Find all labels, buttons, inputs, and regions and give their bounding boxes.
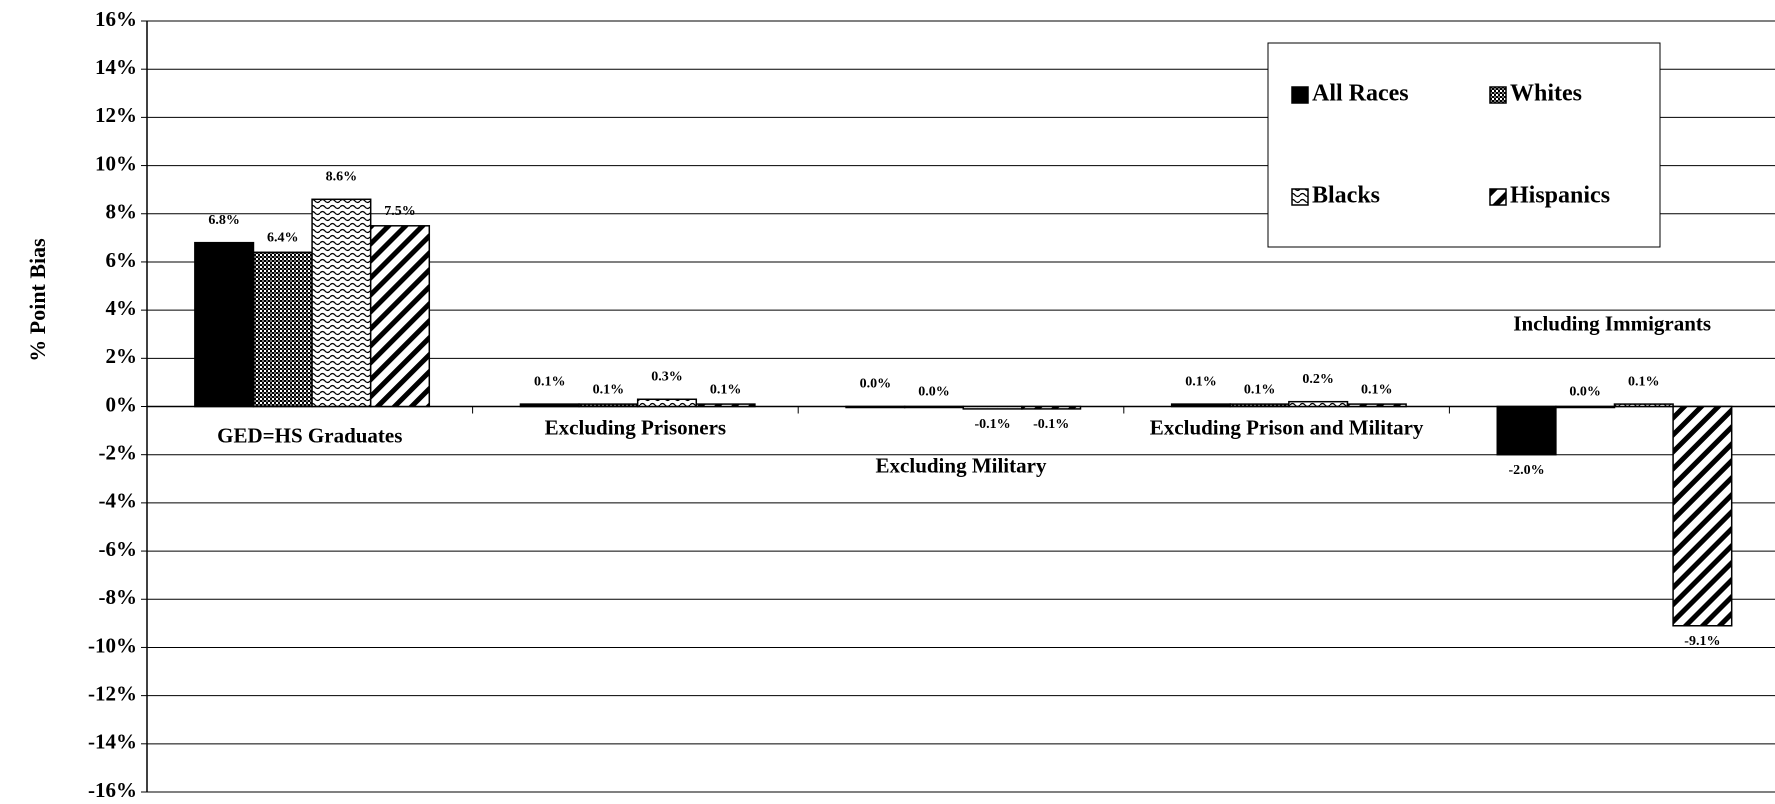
bar bbox=[369, 225, 431, 408]
value-label: 0.1% bbox=[534, 374, 566, 389]
bar bbox=[903, 405, 965, 409]
value-label: 0.3% bbox=[651, 369, 683, 384]
bar bbox=[1229, 403, 1290, 408]
bar bbox=[1496, 405, 1557, 456]
bar bbox=[252, 251, 313, 408]
legend-swatch bbox=[1489, 188, 1507, 206]
legend-box bbox=[1267, 42, 1661, 248]
y-tick-label: -10% bbox=[88, 633, 137, 657]
y-tick-label: 16% bbox=[95, 7, 137, 31]
value-label: 0.2% bbox=[1302, 372, 1334, 387]
y-tick-label: -12% bbox=[88, 681, 137, 705]
value-label: 6.4% bbox=[267, 231, 299, 246]
value-label: 0.1% bbox=[1361, 382, 1393, 397]
y-tick-label: 8% bbox=[106, 200, 138, 224]
bar bbox=[519, 403, 580, 408]
value-label: 0.1% bbox=[710, 382, 742, 397]
x-tick-label: Including Immigrants bbox=[1513, 311, 1711, 335]
value-label: -9.1% bbox=[1684, 634, 1720, 649]
legend-label: Whites bbox=[1510, 81, 1582, 107]
y-tick-label: -6% bbox=[99, 537, 138, 561]
legend-swatch bbox=[1291, 86, 1309, 104]
legend-label: Blacks bbox=[1312, 183, 1380, 209]
y-tick-label: 14% bbox=[95, 55, 137, 79]
value-label: 0.0% bbox=[918, 385, 950, 400]
y-tick-label: -4% bbox=[99, 489, 138, 513]
bar bbox=[962, 405, 1023, 410]
y-tick-label: -16% bbox=[88, 778, 137, 802]
bar bbox=[1170, 403, 1232, 408]
value-label: 0.1% bbox=[593, 382, 625, 397]
bar bbox=[1021, 405, 1082, 410]
y-tick-label: 6% bbox=[106, 248, 138, 272]
y-tick-label: -14% bbox=[88, 730, 137, 754]
bar bbox=[1613, 403, 1674, 408]
y-tick-label: 12% bbox=[95, 103, 137, 127]
x-tick-label: Excluding Military bbox=[876, 453, 1047, 477]
y-tick-label: -8% bbox=[99, 585, 138, 609]
bar bbox=[1672, 405, 1733, 627]
bar bbox=[311, 198, 372, 408]
legend-label: Hispanics bbox=[1510, 183, 1610, 209]
bar bbox=[1288, 400, 1349, 408]
value-label: 0.1% bbox=[1244, 382, 1276, 397]
legend-swatch bbox=[1291, 188, 1309, 206]
bar bbox=[194, 241, 255, 408]
value-label: -0.1% bbox=[974, 417, 1010, 432]
x-tick-label: GED=HS Graduates bbox=[217, 423, 402, 447]
y-axis-title: % Point Bias bbox=[25, 238, 50, 362]
bar bbox=[845, 405, 906, 409]
x-tick-label: Excluding Prison and Military bbox=[1150, 415, 1424, 439]
value-label: 7.5% bbox=[384, 204, 416, 219]
value-label: 8.6% bbox=[326, 170, 358, 185]
y-tick-label: 2% bbox=[106, 344, 138, 368]
value-label: -0.1% bbox=[1033, 417, 1069, 432]
y-tick-label: 10% bbox=[95, 151, 137, 175]
y-tick-label: 0% bbox=[106, 392, 138, 416]
bar bbox=[636, 398, 698, 408]
bar bbox=[1555, 405, 1616, 409]
legend-label: All Races bbox=[1312, 81, 1409, 107]
y-tick-label: 4% bbox=[106, 296, 138, 320]
bar bbox=[695, 403, 756, 408]
x-tick-label: Excluding Prisoners bbox=[545, 415, 726, 439]
bar bbox=[578, 403, 639, 408]
value-label: 6.8% bbox=[208, 213, 240, 228]
value-label: 0.0% bbox=[860, 377, 892, 392]
value-label: 0.0% bbox=[1569, 385, 1601, 400]
value-label: 0.1% bbox=[1628, 374, 1660, 389]
value-label: -2.0% bbox=[1508, 463, 1544, 478]
y-tick-label: -2% bbox=[99, 441, 138, 465]
value-label: 0.1% bbox=[1185, 374, 1217, 389]
bar bbox=[1346, 403, 1407, 408]
legend-swatch bbox=[1489, 86, 1507, 104]
